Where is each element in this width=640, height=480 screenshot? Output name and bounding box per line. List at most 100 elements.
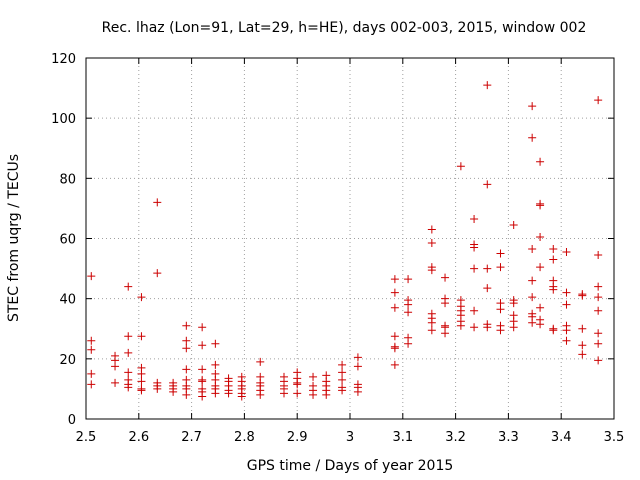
data-point-plus-marker xyxy=(549,285,558,294)
data-point-plus-marker xyxy=(153,269,162,278)
data-point-plus-marker xyxy=(496,263,505,272)
x-tick-label: 2.7 xyxy=(181,430,202,445)
data-point-plus-marker xyxy=(390,344,399,353)
data-point-plus-marker xyxy=(470,264,479,273)
data-point-plus-marker xyxy=(198,392,207,401)
data-point-plus-marker xyxy=(404,339,413,348)
data-point-plus-marker xyxy=(578,291,587,300)
data-point-plus-marker xyxy=(427,225,436,234)
data-point-plus-marker xyxy=(280,389,288,398)
data-point-plus-marker xyxy=(182,321,191,330)
data-point-plus-marker xyxy=(427,266,436,275)
x-tick-label: 2.8 xyxy=(234,430,255,445)
data-point-plus-marker xyxy=(87,380,96,389)
data-point-plus-marker xyxy=(353,387,362,396)
data-point-plus-marker xyxy=(211,360,220,369)
data-point-plus-marker xyxy=(198,323,207,332)
y-tick-label: 40 xyxy=(59,293,76,308)
data-point-plus-marker xyxy=(390,360,399,369)
data-point-plus-marker xyxy=(483,81,492,90)
data-point-plus-marker xyxy=(549,245,558,254)
data-point-plus-marker xyxy=(528,133,537,142)
x-tick-label: 3.3 xyxy=(498,430,519,445)
data-point-plus-marker xyxy=(293,389,302,398)
data-point-plus-marker xyxy=(153,198,162,207)
chart-title: Rec. lhaz (Lon=91, Lat=29, h=HE), days 0… xyxy=(102,20,587,36)
data-point-plus-marker xyxy=(137,293,146,302)
data-point-plus-marker xyxy=(594,339,603,348)
data-point-plus-marker xyxy=(390,332,399,341)
data-point-plus-marker xyxy=(211,339,220,348)
data-point-plus-marker xyxy=(509,220,518,229)
data-point-plus-marker xyxy=(578,350,587,359)
data-point-plus-marker xyxy=(87,369,96,378)
data-point-plus-marker xyxy=(124,383,133,392)
data-point-plus-marker xyxy=(536,232,545,241)
data-point-plus-marker xyxy=(456,162,465,171)
data-point-plus-marker xyxy=(111,362,120,371)
data-point-plus-marker xyxy=(338,386,347,395)
data-point-plus-marker xyxy=(483,284,492,293)
data-point-plus-marker xyxy=(496,305,505,314)
y-tick-label: 120 xyxy=(51,52,76,67)
data-point-plus-marker xyxy=(404,300,413,309)
data-point-plus-marker xyxy=(562,288,571,297)
data-point-plus-marker xyxy=(536,157,545,166)
data-point-plus-marker xyxy=(124,332,133,341)
x-tick-label: 3.1 xyxy=(392,430,413,445)
data-point-plus-marker xyxy=(137,386,146,395)
data-point-plus-marker xyxy=(198,377,207,386)
data-point-plus-marker xyxy=(353,353,362,362)
data-point-plus-marker xyxy=(496,249,505,258)
x-tick-label: 3.4 xyxy=(551,430,572,445)
data-point-plus-marker xyxy=(390,288,399,297)
data-point-plus-marker xyxy=(87,336,96,345)
data-point-plus-marker xyxy=(427,318,436,327)
x-tick-label: 3 xyxy=(346,430,354,445)
data-point-plus-marker xyxy=(124,282,133,291)
data-point-plus-marker xyxy=(211,389,220,398)
axis-tick-labels: 2.5 2.6 2.7 2.8 2.9 3 3.1 3.2 3.3 3.4 3.5 0 20 40 60 80… xyxy=(51,52,624,445)
data-point-plus-marker xyxy=(87,272,96,281)
data-point-plus-marker xyxy=(483,323,492,332)
data-point-plus-marker xyxy=(256,357,265,366)
data-point-plus-marker xyxy=(483,264,492,273)
data-point-plus-marker xyxy=(528,318,537,327)
data-point-plus-marker xyxy=(536,303,545,312)
data-point-plus-marker xyxy=(594,293,603,302)
data-point-plus-marker xyxy=(293,380,302,389)
data-point-plus-marker xyxy=(404,308,413,317)
data-point-plus-marker xyxy=(309,372,318,381)
data-point-plus-marker xyxy=(224,389,233,398)
data-point-plus-marker xyxy=(309,390,318,399)
y-tick-label: 60 xyxy=(59,233,76,248)
data-point-plus-marker xyxy=(562,300,571,309)
x-axis-title: GPS time / Days of year 2015 xyxy=(247,458,454,474)
data-point-plus-marker xyxy=(528,276,537,285)
data-point-plus-marker xyxy=(137,377,146,386)
data-point-plus-marker xyxy=(153,384,162,393)
x-tick-label: 3.2 xyxy=(445,430,466,445)
data-point-plus-marker xyxy=(528,245,537,254)
data-points xyxy=(87,81,603,401)
x-tick-label: 2.6 xyxy=(128,430,149,445)
data-point-plus-marker xyxy=(427,326,436,335)
axis-ticks xyxy=(85,57,615,420)
data-point-plus-marker xyxy=(87,345,96,354)
data-point-plus-marker xyxy=(124,368,133,377)
data-point-plus-marker xyxy=(470,243,479,252)
data-point-plus-marker xyxy=(198,341,207,350)
data-point-plus-marker xyxy=(509,299,518,308)
data-point-plus-marker xyxy=(182,336,191,345)
x-tick-label: 3.5 xyxy=(604,430,625,445)
data-point-plus-marker xyxy=(536,320,545,329)
data-point-plus-marker xyxy=(111,378,120,387)
data-point-plus-marker xyxy=(562,336,571,345)
data-point-plus-marker xyxy=(441,299,450,308)
data-point-plus-marker xyxy=(338,360,347,369)
data-point-plus-marker xyxy=(390,275,399,284)
data-point-plus-marker xyxy=(353,362,362,371)
data-point-plus-marker xyxy=(470,214,479,223)
data-point-plus-marker xyxy=(427,239,436,248)
